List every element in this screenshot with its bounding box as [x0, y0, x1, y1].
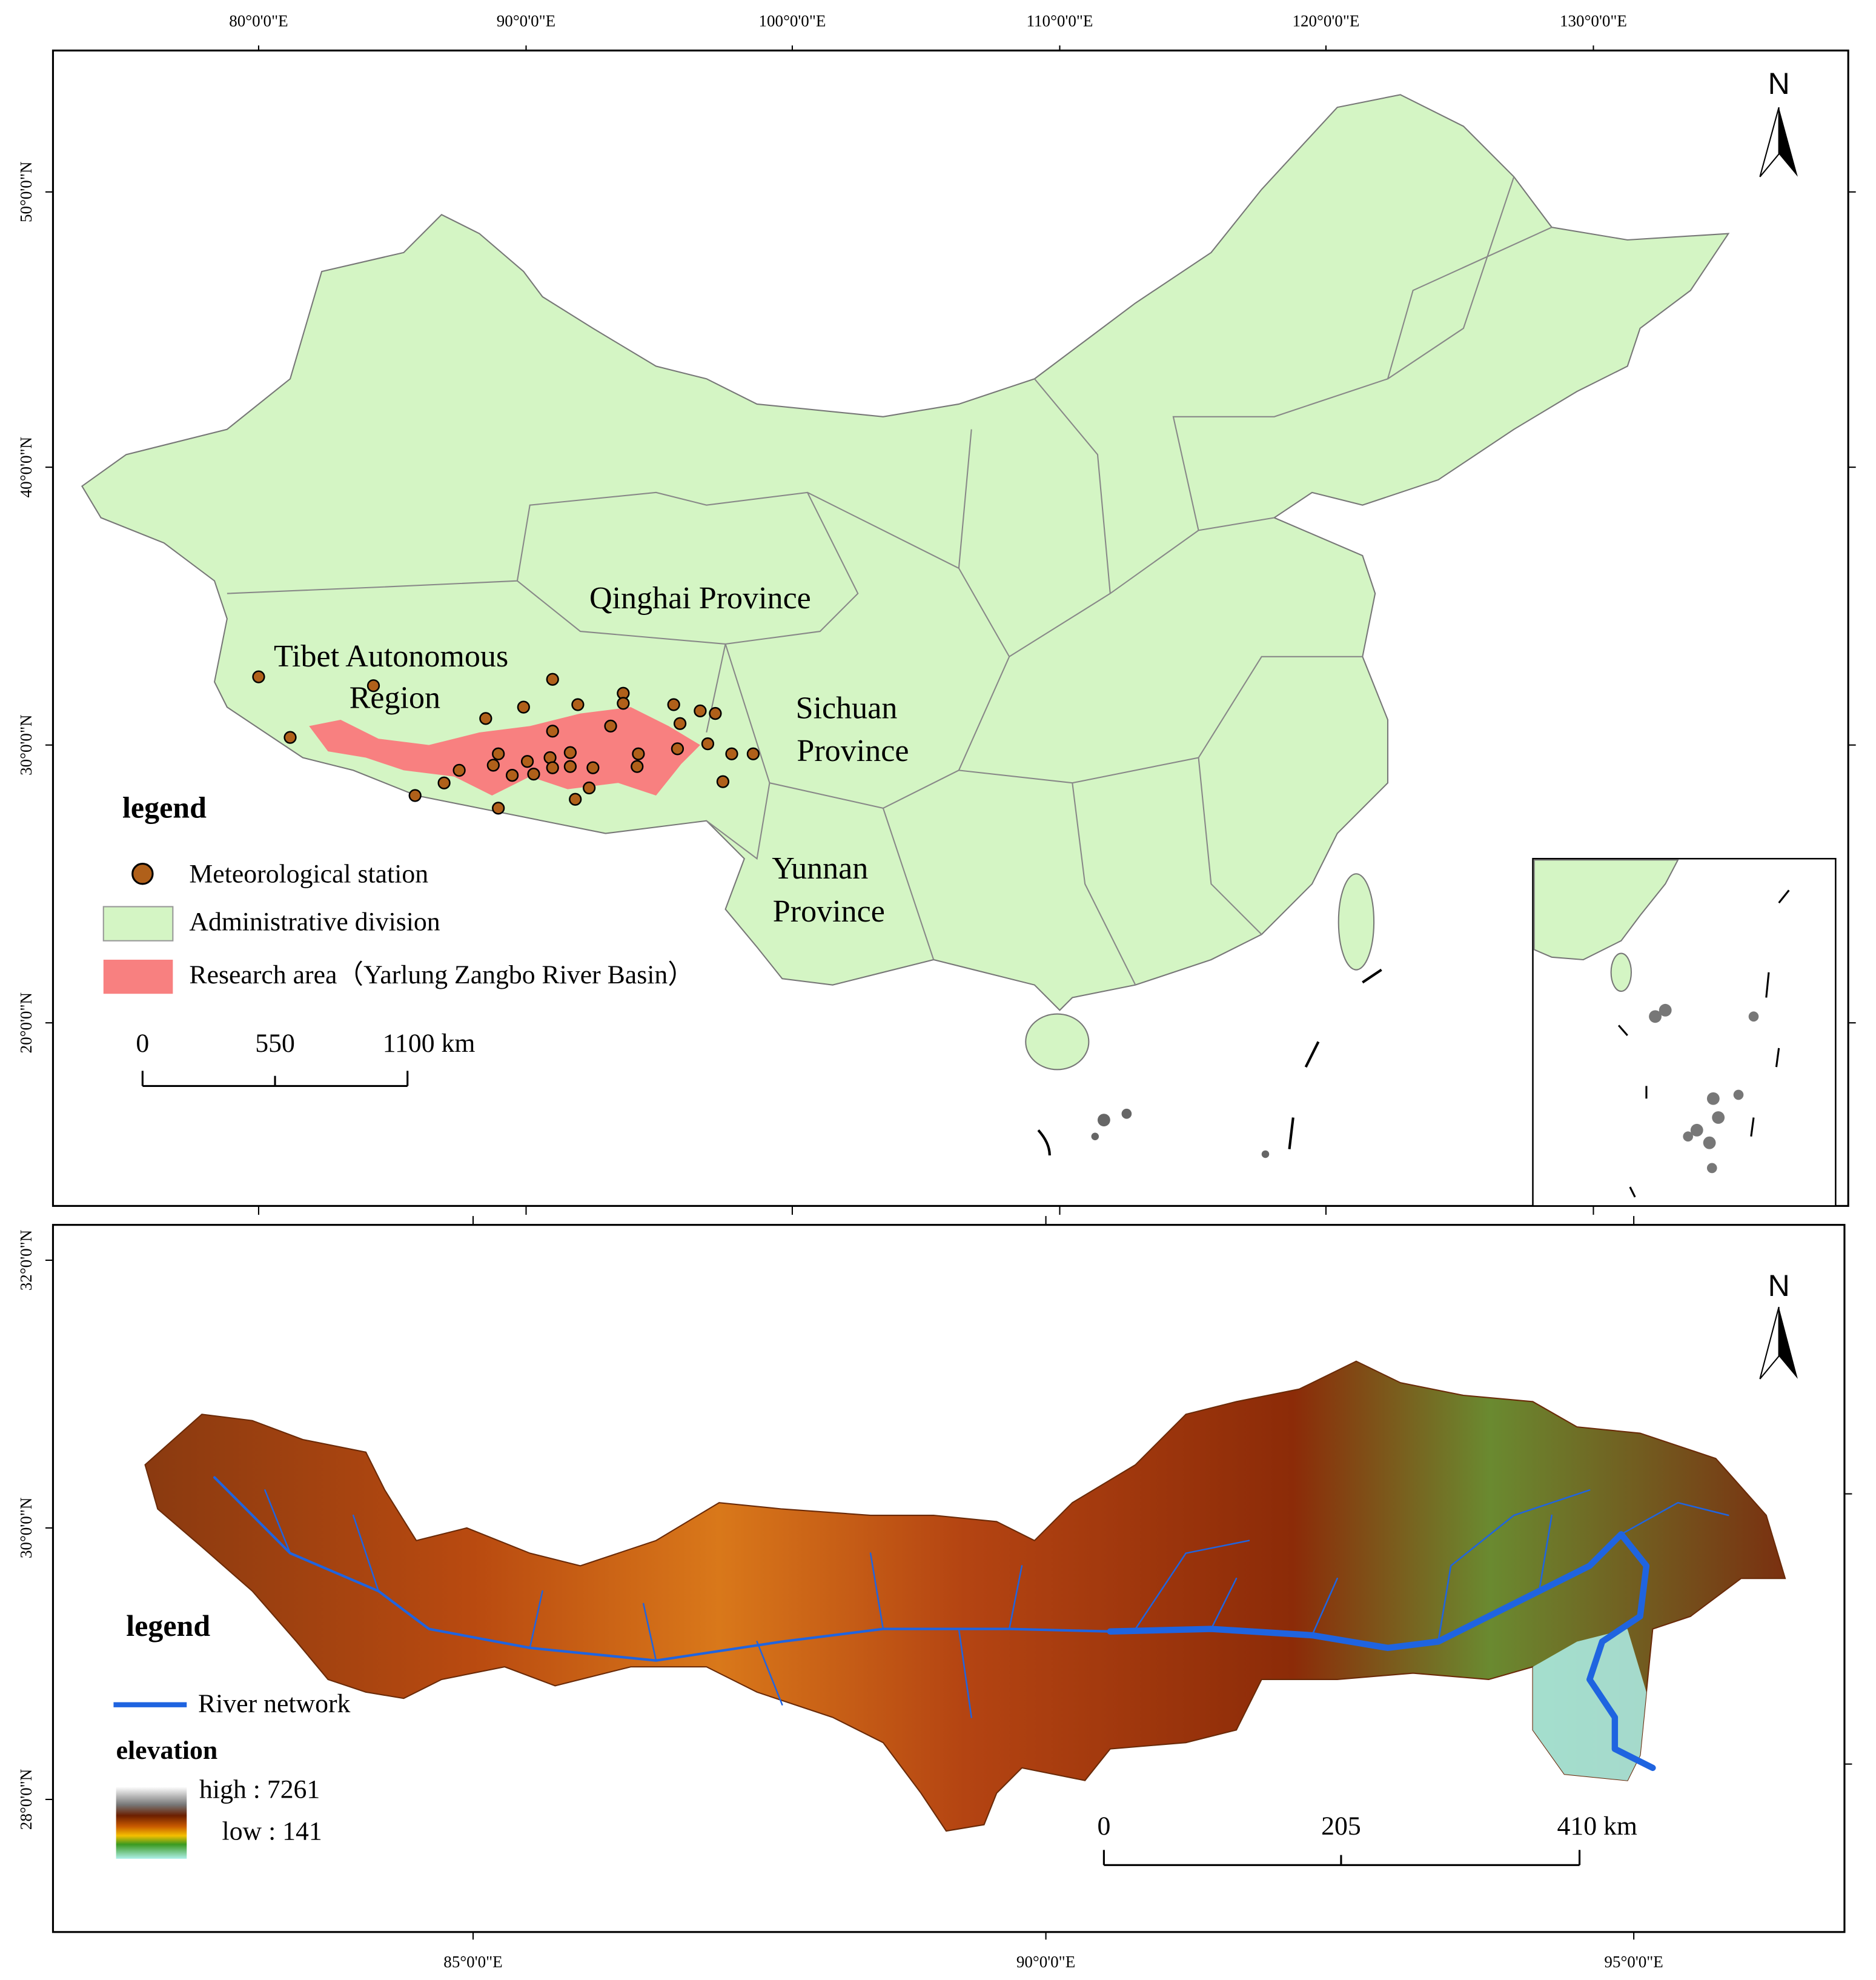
x-label: 85°0'0"E	[443, 1953, 502, 1971]
place-label: Province	[773, 894, 885, 929]
place-label: Yunnan	[772, 851, 868, 886]
place-label: Province	[797, 734, 909, 768]
legend-title: legend	[126, 1609, 210, 1643]
inset-map	[1532, 857, 1837, 1207]
x-label: 90°0'0"E	[1016, 1953, 1075, 1971]
x-label: 120°0'0"E	[1292, 12, 1359, 30]
scale-label: 0	[1097, 1812, 1110, 1841]
legend-label: high : 7261	[199, 1775, 320, 1804]
tick-marks	[45, 1216, 1852, 1940]
y-label: 30°0'0"N	[17, 1498, 35, 1559]
x-label: 110°0'0"E	[1027, 12, 1093, 30]
legend-symbol	[102, 906, 174, 942]
islands	[1091, 1108, 1270, 1158]
place-label: Sichuan	[796, 691, 898, 725]
scale-label: 205	[1321, 1812, 1361, 1841]
scale-label: 0	[136, 1029, 149, 1058]
legend-label: Research area（Yarlung Zangbo River Basin…	[189, 960, 694, 989]
legend-title: legend	[122, 791, 207, 825]
x-label: 95°0'0"E	[1604, 1953, 1663, 1971]
taiwan	[1337, 873, 1375, 971]
scale-label: 410 km	[1557, 1812, 1637, 1841]
north-label: N	[1768, 1269, 1790, 1303]
legend-label: low : 141	[222, 1816, 322, 1845]
scale-bar	[141, 1071, 409, 1087]
sea-dashes	[1037, 968, 1382, 1156]
elevation-ramp	[116, 1787, 187, 1859]
hainan	[1025, 1013, 1090, 1071]
province-borders	[227, 176, 1553, 986]
place-label: Region	[350, 681, 440, 716]
legend-label: Administrative division	[189, 908, 440, 937]
research-area	[309, 707, 700, 796]
place-label: Tibet Autonomous	[274, 639, 508, 674]
legend-symbol	[131, 863, 154, 885]
y-label: 20°0'0"N	[17, 992, 35, 1054]
x-label: 80°0'0"E	[229, 12, 288, 30]
scale-label: 550	[255, 1029, 295, 1058]
y-label: 50°0'0"N	[17, 162, 35, 223]
legend-label: River network	[198, 1689, 351, 1718]
stations	[252, 670, 760, 815]
river-network	[213, 1476, 1729, 1772]
y-label: 30°0'0"N	[17, 714, 35, 776]
north-label: N	[1768, 67, 1790, 101]
y-label: 32°0'0"N	[17, 1230, 35, 1291]
place-label: Qinghai Province	[589, 581, 811, 616]
legend-label: Meteorological station	[189, 859, 428, 888]
y-label: 28°0'0"N	[17, 1769, 35, 1830]
y-label: 40°0'0"N	[17, 437, 35, 498]
scale-label: 1100 km	[383, 1029, 476, 1058]
x-label: 90°0'0"E	[497, 12, 555, 30]
x-label: 100°0'0"E	[758, 12, 826, 30]
tick-marks	[45, 45, 1856, 1215]
legend-label: elevation	[116, 1736, 218, 1765]
scale-bar	[1102, 1850, 1581, 1866]
legend-symbol	[103, 959, 173, 994]
x-label: 130°0'0"E	[1560, 12, 1627, 30]
